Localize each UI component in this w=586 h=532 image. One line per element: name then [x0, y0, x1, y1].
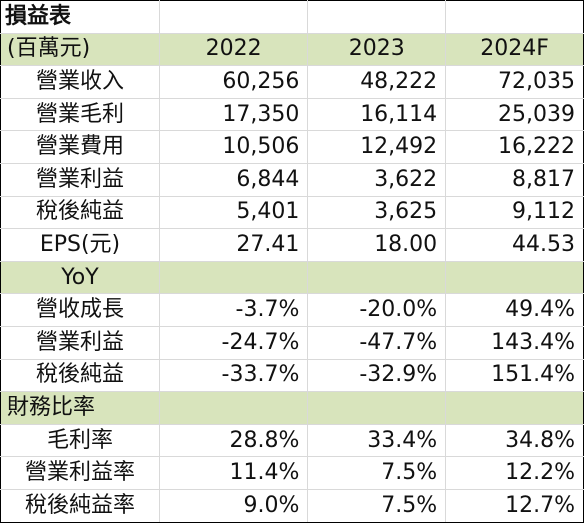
year-header: 2022: [158, 32, 309, 67]
value-cell: -47.7%: [307, 325, 447, 360]
row-label: 營業利益率: [0, 456, 160, 490]
value-cell: 17,350: [158, 97, 309, 132]
value-cell: 7.5%: [307, 488, 447, 523]
table-row: 稅後純益率 9.0% 7.5% 12.7%: [0, 488, 584, 523]
income-statement-table: 損益表 (百萬元) 2022 2023 2024F 營業收入 60,256 48…: [0, 0, 584, 523]
table-row: 毛利率 28.8% 33.4% 34.8%: [0, 423, 584, 458]
value-cell: 3,622: [307, 162, 447, 197]
year-header: 2023: [307, 32, 447, 67]
value-cell: -20.0%: [307, 293, 447, 327]
blank-cell: [307, 391, 447, 425]
table-row: 營業收入 60,256 48,222 72,035: [0, 65, 584, 99]
value-cell: 49.4%: [445, 293, 584, 327]
blank-cell: [158, 0, 309, 34]
blank-cell: [158, 260, 309, 295]
row-label: 營業利益: [0, 162, 160, 197]
row-label: 營業利益: [0, 325, 160, 360]
year-header: 2024F: [445, 32, 584, 67]
blank-cell: [307, 0, 447, 34]
blank-cell: [445, 391, 584, 425]
row-label: 營收成長: [0, 293, 160, 327]
row-label: 營業毛利: [0, 97, 160, 132]
blank-cell: [158, 391, 309, 425]
blank-cell: [445, 260, 584, 295]
value-cell: 12.2%: [445, 456, 584, 490]
section-label-ratios: 財務比率: [0, 391, 160, 425]
row-label: 毛利率: [0, 423, 160, 458]
value-cell: 6,844: [158, 162, 309, 197]
value-cell: 27.41: [158, 228, 309, 262]
value-cell: 72,035: [445, 65, 584, 99]
value-cell: 11.4%: [158, 456, 309, 490]
title-row: 損益表: [0, 0, 584, 34]
unit-label: (百萬元): [0, 32, 160, 67]
row-label: EPS(元): [0, 228, 160, 262]
table-row: 營業費用 10,506 12,492 16,222: [0, 130, 584, 164]
sheet-title: 損益表: [0, 0, 160, 34]
value-cell: 16,222: [445, 130, 584, 164]
table-row: 稅後純益 -33.7% -32.9% 151.4%: [0, 358, 584, 393]
table-row: 營收成長 -3.7% -20.0% 49.4%: [0, 293, 584, 327]
value-cell: 10,506: [158, 130, 309, 164]
row-label: 稅後純益: [0, 358, 160, 393]
table-row: 營業利益 6,844 3,622 8,817: [0, 162, 584, 197]
value-cell: 8,817: [445, 162, 584, 197]
table-row: 營業利益率 11.4% 7.5% 12.2%: [0, 456, 584, 490]
value-cell: 9,112: [445, 195, 584, 230]
value-cell: 12.7%: [445, 488, 584, 523]
value-cell: 5,401: [158, 195, 309, 230]
row-label: 營業費用: [0, 130, 160, 164]
value-cell: -33.7%: [158, 358, 309, 393]
value-cell: 16,114: [307, 97, 447, 132]
row-label: 營業收入: [0, 65, 160, 99]
value-cell: 33.4%: [307, 423, 447, 458]
table-row: 營業利益 -24.7% -47.7% 143.4%: [0, 325, 584, 360]
value-cell: 34.8%: [445, 423, 584, 458]
value-cell: 151.4%: [445, 358, 584, 393]
value-cell: 60,256: [158, 65, 309, 99]
value-cell: 18.00: [307, 228, 447, 262]
value-cell: -3.7%: [158, 293, 309, 327]
blank-cell: [445, 0, 584, 34]
value-cell: 3,625: [307, 195, 447, 230]
value-cell: 28.8%: [158, 423, 309, 458]
value-cell: 143.4%: [445, 325, 584, 360]
table-row: 稅後純益 5,401 3,625 9,112: [0, 195, 584, 230]
table-row: 營業毛利 17,350 16,114 25,039: [0, 97, 584, 132]
value-cell: 9.0%: [158, 488, 309, 523]
value-cell: -24.7%: [158, 325, 309, 360]
value-cell: 7.5%: [307, 456, 447, 490]
row-label: 稅後純益率: [0, 488, 160, 523]
year-header-row: (百萬元) 2022 2023 2024F: [0, 32, 584, 67]
value-cell: 12,492: [307, 130, 447, 164]
value-cell: 25,039: [445, 97, 584, 132]
value-cell: -32.9%: [307, 358, 447, 393]
row-label: 稅後純益: [0, 195, 160, 230]
section-header-row: 財務比率: [0, 391, 584, 425]
value-cell: 48,222: [307, 65, 447, 99]
section-label-yoy: YoY: [0, 260, 160, 295]
blank-cell: [307, 260, 447, 295]
section-header-row: YoY: [0, 260, 584, 295]
table-row: EPS(元) 27.41 18.00 44.53: [0, 228, 584, 262]
value-cell: 44.53: [445, 228, 584, 262]
